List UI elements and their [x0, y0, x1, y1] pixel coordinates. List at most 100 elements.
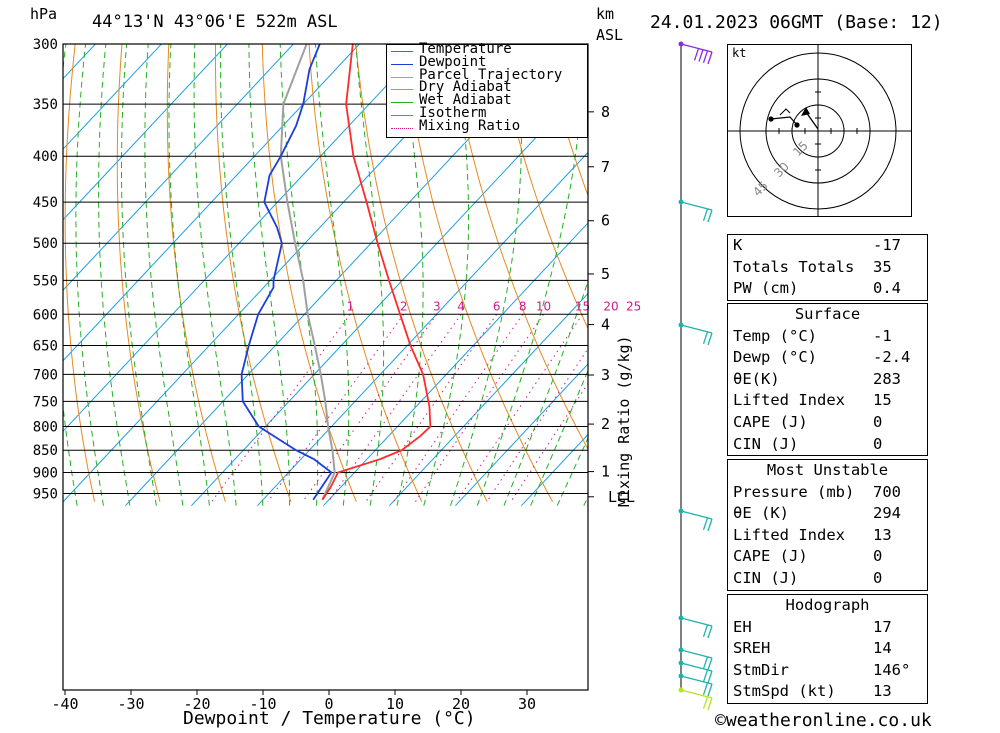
pressure-tick-label: 300: [33, 37, 58, 53]
height-unit-km: km: [596, 5, 615, 23]
legend-swatch: [391, 89, 413, 91]
most-unstable-value: 0: [873, 547, 883, 566]
temperature-tick-label: -20: [183, 695, 210, 713]
dry-adiabat-line: [402, 44, 554, 502]
hodograph-table: Hodograph EH 17 SREH 14 StmDir 146° StmSpd (kt…: [727, 594, 928, 704]
hodograph-ring-label: 45: [750, 178, 771, 199]
wet-adiabat-line: [396, 44, 424, 506]
height-tick-label: 5: [601, 265, 610, 283]
dry-adiabat-line: [116, 44, 161, 502]
mixing-ratio-line: [393, 314, 524, 502]
surface-row: CIN (J) 0: [728, 434, 927, 456]
mixing-ratio-axis-title: Mixing Ratio (g/kg): [615, 335, 633, 507]
location-title: 44°13'N 43°06'E 522m ASL: [92, 12, 338, 32]
legend-item: Dewpoint: [387, 53, 587, 71]
mixing-ratio-line: [365, 314, 498, 502]
wet-adiabat-line: [121, 44, 157, 506]
wet-adiabat-line: [144, 44, 184, 506]
most-unstable-row: Lifted Index 13: [728, 525, 927, 547]
height-tick-label: 8: [601, 103, 610, 121]
surface-label: Dewp (°C): [733, 348, 817, 367]
totals-totals-label: Totals Totals: [733, 257, 855, 276]
hodograph-ring-label: 15: [790, 138, 811, 159]
hodograph-panel: kt 15 30 45: [727, 44, 912, 217]
wet-adiabat-line: [556, 436, 588, 506]
most-unstable-row: θE (K) 294: [728, 503, 927, 525]
x-axis-title: Dewpoint / Temperature (°C): [183, 708, 476, 729]
mixing-ratio-label: 6: [493, 299, 501, 313]
k-index-label: K: [733, 236, 743, 254]
wet-adiabat-line: [355, 44, 385, 506]
legend-item: Wet Adiabat: [387, 93, 587, 109]
mixing-ratio-line: [510, 382, 588, 502]
mixing-ratio-line: [415, 314, 544, 502]
pressure-tick-label: 400: [33, 149, 58, 165]
hodograph-value: 17: [873, 617, 892, 636]
isotherm-line: [63, 44, 229, 221]
hodograph-label: EH: [733, 617, 752, 636]
most-unstable-title: Most Unstable: [766, 461, 889, 479]
wind-barb: [678, 647, 713, 671]
date-time-title: 24.01.2023 06GMT (Base: 12): [650, 12, 943, 33]
dry-adiabat-line: [542, 44, 588, 197]
hodograph-trace: [770, 116, 798, 126]
temperature-tick-label: -40: [51, 695, 78, 713]
hodograph-ring-label: 30: [771, 159, 792, 180]
isotherm-line: [63, 44, 361, 362]
wet-adiabat-line: [98, 44, 131, 506]
storm-motion-arrowhead: [801, 107, 810, 116]
pressure-tick-label: 550: [33, 273, 58, 289]
k-index-value: -17: [873, 236, 901, 254]
height-tick-label: 1: [601, 463, 610, 481]
mixing-ratio-label: 8: [519, 299, 527, 313]
legend-label: Dewpoint: [419, 53, 487, 70]
legend-item: Parcel Trajectory: [387, 66, 587, 84]
wet-adiabat-line: [193, 44, 237, 506]
wind-barb: [678, 199, 713, 223]
wind-barb: [678, 660, 713, 684]
height-tick-label: 3: [601, 366, 610, 384]
mixing-ratio-label: 4: [457, 299, 465, 313]
legend-swatch: [391, 114, 413, 116]
pressure-tick-label: 450: [33, 195, 58, 211]
height-tick-label: 7: [601, 158, 610, 176]
most-unstable-value: 13: [873, 525, 892, 544]
most-unstable-value: 0: [873, 568, 883, 587]
dewpoint-profile: [240, 44, 333, 501]
surface-table: Surface Temp (°C) -1 Dewp (°C) -2.4 θE(K) 283…: [727, 303, 928, 457]
dry-adiabat-line: [964, 44, 1000, 502]
parcel-trajectory-profile: [279, 44, 336, 501]
hodograph-label: StmDir: [733, 660, 789, 679]
mixing-ratio-label: 25: [626, 299, 641, 313]
hodograph-unit-label: kt: [732, 46, 747, 60]
wet-adiabat-line: [423, 44, 469, 506]
surface-title: Surface: [794, 305, 861, 323]
pressure-tick-label: 500: [33, 236, 58, 252]
legend-swatch: [391, 127, 413, 129]
wind-barb: [678, 615, 713, 639]
legend-label: Mixing Ratio: [419, 117, 521, 134]
dry-adiabat-line: [11, 44, 29, 502]
mixing-ratio-line: [327, 314, 462, 502]
dry-adiabat-line: [215, 44, 292, 502]
pressure-tick-label: 350: [33, 97, 58, 113]
legend-item: Isotherm: [387, 105, 587, 122]
legend-swatch: [391, 51, 413, 52]
dry-adiabat-line: [308, 44, 423, 502]
surface-label: Temp (°C): [733, 326, 817, 345]
mixing-ratio-label: 10: [536, 299, 551, 313]
hodograph-row: StmDir 146°: [728, 660, 927, 682]
pw-label: PW (cm): [733, 279, 799, 298]
legend-label: Parcel Trajectory: [419, 66, 563, 83]
height-tick-label: 2: [601, 415, 610, 433]
pressure-tick-label: 950: [33, 487, 58, 503]
most-unstable-value: 700: [873, 482, 901, 501]
surface-value: 0: [873, 434, 883, 453]
temperature-profile: [321, 44, 432, 501]
wet-adiabat-line: [248, 44, 291, 506]
pressure-tick-label: 800: [33, 420, 58, 436]
hodograph-point: [768, 116, 774, 122]
wet-adiabat-line: [314, 44, 350, 506]
most-unstable-row: Pressure (mb) 700: [728, 482, 927, 504]
